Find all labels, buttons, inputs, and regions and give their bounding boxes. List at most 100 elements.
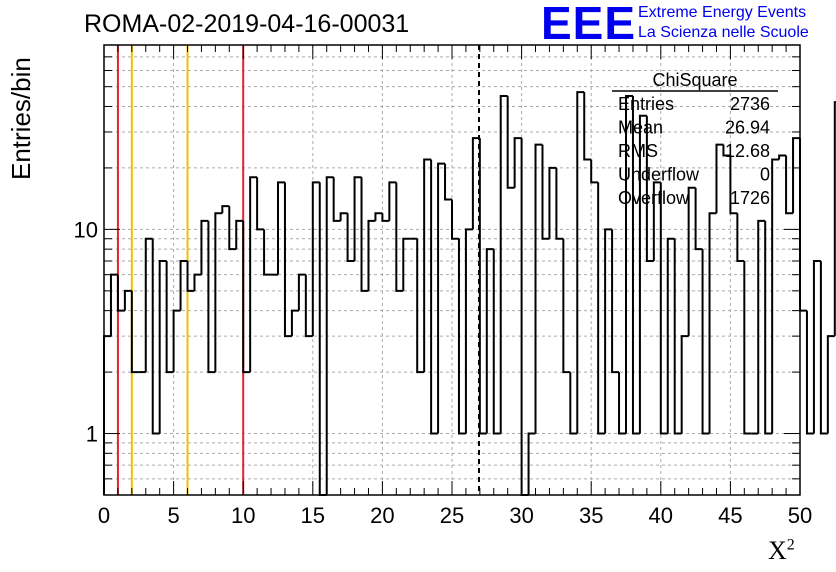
histogram-series — [103, 91, 836, 496]
histogram-bin — [179, 260, 188, 311]
histogram-bin — [277, 181, 285, 275]
x-axis-label-main: X — [768, 536, 787, 565]
histogram-bin — [833, 101, 836, 337]
histogram-bin — [638, 114, 647, 434]
histogram-bin — [708, 212, 717, 434]
histogram-bin — [673, 238, 682, 435]
stats-label: Entries — [618, 94, 674, 114]
histogram-bin — [764, 220, 773, 435]
stats-value: 2736 — [730, 94, 770, 114]
histogram-bin — [228, 206, 237, 251]
histogram-bin — [290, 309, 299, 337]
histogram-bin — [520, 138, 529, 496]
x-tick-label: 15 — [301, 503, 325, 528]
histogram-bin — [207, 220, 216, 374]
x-tick-label: 50 — [788, 503, 812, 528]
histogram-bin — [478, 138, 487, 435]
histogram-bin — [492, 249, 501, 435]
histogram-bin — [826, 335, 835, 434]
histogram-bin — [144, 237, 153, 373]
histogram-bin — [221, 205, 230, 214]
stats-value: 1726 — [730, 188, 770, 208]
histogram-bin — [485, 248, 494, 434]
stats-value: 26.94 — [725, 118, 770, 138]
histogram-bin — [444, 163, 452, 201]
x-tick-label: 35 — [579, 503, 603, 528]
stats-box: ChiSquare Entries 2736 Mean 26.94 RMS 12.68 Und… — [612, 70, 778, 208]
stats-value: 12.68 — [725, 141, 770, 161]
y-tick-label: 1 — [86, 422, 98, 447]
histogram-bin — [151, 238, 160, 435]
histogram-bin — [583, 92, 592, 161]
histogram-bin — [457, 238, 466, 435]
histogram-bin — [576, 91, 585, 434]
histogram-bin — [645, 115, 654, 263]
histogram-bin — [680, 335, 689, 434]
histogram-bin — [631, 96, 640, 435]
histogram-bin — [116, 274, 125, 312]
histogram-bin — [430, 159, 439, 435]
logo-subtitle-1: Extreme Energy Events — [638, 4, 807, 21]
histogram-bin — [332, 177, 341, 222]
logo-subtitle-2: La Scienza nelle Scuole — [638, 24, 809, 41]
histogram-bin — [402, 237, 411, 291]
histogram-bin — [388, 181, 397, 221]
x-tick-label: 5 — [167, 503, 179, 528]
histogram-bin — [659, 182, 668, 435]
histogram-bin — [451, 199, 459, 240]
x-tick-label: 10 — [231, 503, 255, 528]
x-axis-label: X2 — [768, 536, 795, 566]
histogram-bin — [687, 186, 696, 337]
histogram-bin — [464, 228, 473, 434]
x-tick-label: 30 — [509, 503, 533, 528]
histogram-bin — [360, 177, 369, 292]
histogram-bin — [123, 289, 132, 311]
histogram-bin — [249, 176, 258, 373]
x-axis-label-superscript: 2 — [786, 536, 795, 554]
histogram-bin — [590, 159, 599, 184]
histogram-bin — [367, 219, 376, 291]
histogram-bin — [339, 212, 348, 221]
histogram-bin — [499, 95, 508, 434]
histogram-bin — [757, 219, 766, 434]
histogram-bin — [597, 182, 606, 435]
histogram-bin — [618, 372, 626, 435]
histogram-bin — [506, 96, 515, 189]
histogram-bin — [103, 335, 111, 495]
histogram-bin — [729, 155, 738, 215]
stats-label: RMS — [618, 141, 658, 161]
histogram-bin — [548, 166, 557, 239]
histogram-bin — [527, 432, 536, 495]
histogram-bin — [423, 158, 432, 373]
histogram-bin — [569, 372, 578, 435]
histogram-bin — [200, 219, 209, 275]
stats-label: Overflow — [618, 188, 690, 208]
histogram-bin — [778, 154, 787, 160]
histogram-bin — [395, 182, 404, 292]
x-tick-label: 20 — [370, 503, 394, 528]
histogram-bin — [186, 261, 195, 292]
histogram-bin — [374, 212, 383, 221]
eee-logo: EEE — [541, 0, 637, 49]
histogram-bin — [235, 219, 244, 250]
chart-title: ROMA-02-2019-04-16-00031 — [84, 10, 410, 38]
histogram-bin — [109, 273, 118, 337]
histogram-bin — [353, 176, 362, 262]
histogram-bin — [805, 310, 814, 435]
histogram-bin — [743, 261, 752, 435]
histogram-bin — [256, 177, 265, 231]
histogram-bin — [172, 309, 181, 373]
histogram-bin — [722, 144, 731, 157]
histogram-bin — [812, 260, 821, 434]
histogram-bin — [666, 237, 675, 434]
stats-label: Underflow — [618, 165, 700, 185]
histogram-bin — [513, 137, 522, 188]
histogram-bin — [604, 228, 613, 434]
histogram-bin — [381, 213, 390, 222]
histogram-bin — [437, 162, 446, 434]
histogram-bin — [701, 249, 710, 435]
axes-ticks: 0 5 10 15 20 25 30 35 40 45 50 1 10 — [74, 44, 812, 528]
stats-name: ChiSquare — [652, 70, 737, 90]
stats-label: Mean — [618, 118, 663, 138]
